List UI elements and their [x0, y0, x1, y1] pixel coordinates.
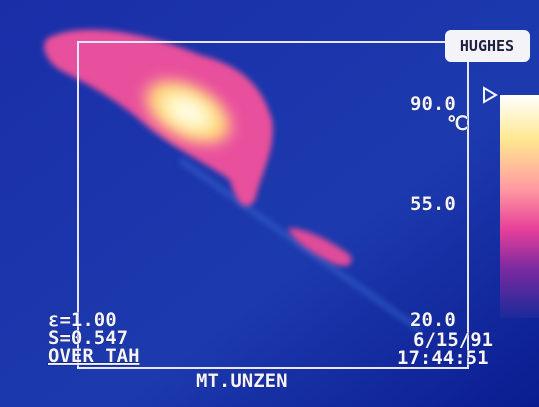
- time: 17:44:51: [397, 347, 489, 369]
- scale-top: 90.0: [410, 93, 456, 115]
- scale-middle: 55.0: [410, 193, 456, 215]
- mode: OVER TAH: [48, 345, 140, 367]
- thermal-screen: HUGHES 90.0 ℃ 55.0 20.0 ε=1.00 S=0.547 O…: [0, 0, 539, 407]
- color-scale: [500, 95, 539, 318]
- scale-bottom: 20.0: [410, 309, 456, 331]
- brand: HUGHES: [460, 37, 514, 55]
- location: MT.UNZEN: [196, 370, 288, 392]
- scale-unit: ℃: [447, 113, 468, 135]
